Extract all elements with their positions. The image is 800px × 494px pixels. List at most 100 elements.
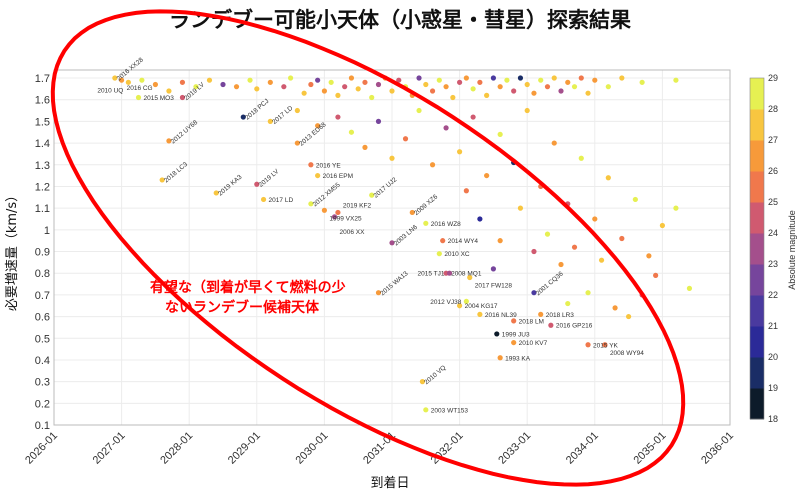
y-tick-label: 0.7 [35,290,50,302]
y-tick-label: 0.6 [35,312,50,324]
colorbar-tick-label: 21 [768,321,778,331]
point-label: 2003 LN6 [393,224,419,248]
colorbar-tick-label: 27 [768,135,778,145]
data-point [470,86,476,92]
data-point [477,79,483,85]
labeled-data-point [389,240,395,246]
data-point [544,84,551,90]
point-label: 2001 CQ36 [535,270,565,297]
labeled-data-point [179,94,186,101]
labeled-data-point [166,138,172,144]
labeled-data-point [294,140,300,146]
data-point [524,107,530,114]
y-tick-label: 0.3 [35,377,50,389]
colorbar-tick-label: 19 [768,383,778,393]
colorbar-tick-label: 22 [768,290,778,300]
data-point [571,84,578,90]
data-point [429,88,436,94]
point-label: 2019 LV [258,168,281,189]
data-point [443,125,449,131]
colorbar-band [750,357,764,389]
data-point [470,114,476,120]
data-point [355,86,361,92]
data-point [673,205,679,211]
data-point [585,90,591,96]
colorbar-band [750,264,764,296]
data-point [619,75,625,81]
data-point [517,205,524,211]
data-point [233,84,240,90]
data-point [531,248,537,255]
point-label: 1999 JU3 [502,331,530,338]
point-label: 2019 KA3 [217,174,244,198]
data-point [605,175,611,181]
labeled-data-point [112,75,118,81]
labeled-data-point [335,209,341,216]
point-label: 2010 VQ [423,364,447,386]
point-label: 2016 CG [127,85,153,92]
data-point [558,88,564,94]
y-axis-ticks: 0.1 0.2 0.3 0.4 0.5 0.6 0.7 0.8 0.9 1 1.1 1.2 1.3 1.4… [35,73,50,432]
labeled-data-point [423,220,429,226]
data-point [565,79,571,85]
labeled-data-point [331,214,338,220]
labeled-data-point [446,270,453,276]
x-tick-label: 2031-01 [361,430,398,467]
data-point [524,81,530,88]
point-label: 2003 WT153 [431,407,469,414]
labeled-data-point [321,207,327,213]
data-point [578,155,584,161]
data-point [463,75,469,81]
data-point [369,94,375,101]
labeled-data-point [440,238,446,244]
point-label: 2008 MQ1 [451,271,482,278]
y-tick-label: 0.1 [35,420,50,432]
point-label: 2017 FW128 [475,283,513,290]
point-label: 2016 WZ8 [431,221,461,228]
data-point [639,79,645,85]
data-point [504,77,510,83]
data-point [281,84,287,90]
data-point [335,114,341,120]
data-point [646,253,652,259]
data-point [348,129,355,135]
point-label: 2017 UJ2 [373,176,399,199]
colorbar-band [750,202,764,234]
data-point [416,75,422,81]
data-point [612,305,618,311]
x-tick-label: 2034-01 [564,430,601,467]
labeled-data-point [423,407,429,413]
labeled-data-point [457,303,463,309]
labeled-data-point [135,94,142,101]
highlight-ellipse [50,9,686,487]
data-point [288,75,294,81]
x-tick-label: 2035-01 [631,430,668,467]
x-tick-label: 2026-01 [23,430,60,467]
y-tick-label: 1.5 [35,116,50,128]
labeled-data-point [436,251,442,257]
data-point [301,90,307,96]
data-point [342,84,348,90]
data-point [585,290,591,296]
labeled-data-point [315,172,321,179]
y-tick-label: 1.4 [35,138,50,150]
y-tick-label: 1.6 [35,95,50,107]
colorbar-frame [749,77,765,420]
colorbar-tick-label: 24 [768,228,778,238]
data-point [335,92,341,98]
y-tick-label: 1.1 [35,203,50,215]
point-label: 2018 LM [519,318,544,325]
data-point [328,79,334,85]
data-point [423,81,429,88]
data-point [544,231,551,237]
labeled-data-point [308,162,314,168]
grid [53,70,731,426]
point-label: 2015 YK [593,342,618,349]
labeled-data-point [463,298,469,304]
data-point [497,238,503,244]
data-point [321,88,327,94]
labeled-data-point [213,190,219,196]
data-point [254,86,260,92]
data-point [436,77,442,83]
data-point [578,75,584,81]
